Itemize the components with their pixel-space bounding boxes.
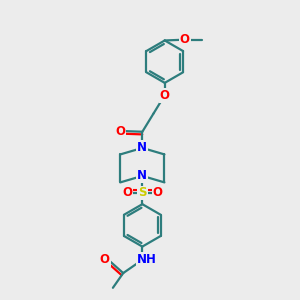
Text: N: N	[137, 169, 147, 182]
Text: O: O	[115, 125, 125, 138]
Text: O: O	[160, 89, 170, 102]
Text: O: O	[100, 253, 110, 266]
Text: O: O	[122, 187, 132, 200]
Text: S: S	[138, 187, 147, 200]
Text: O: O	[153, 187, 163, 200]
Text: NH: NH	[137, 253, 157, 266]
Text: N: N	[137, 141, 147, 154]
Text: O: O	[180, 33, 190, 46]
